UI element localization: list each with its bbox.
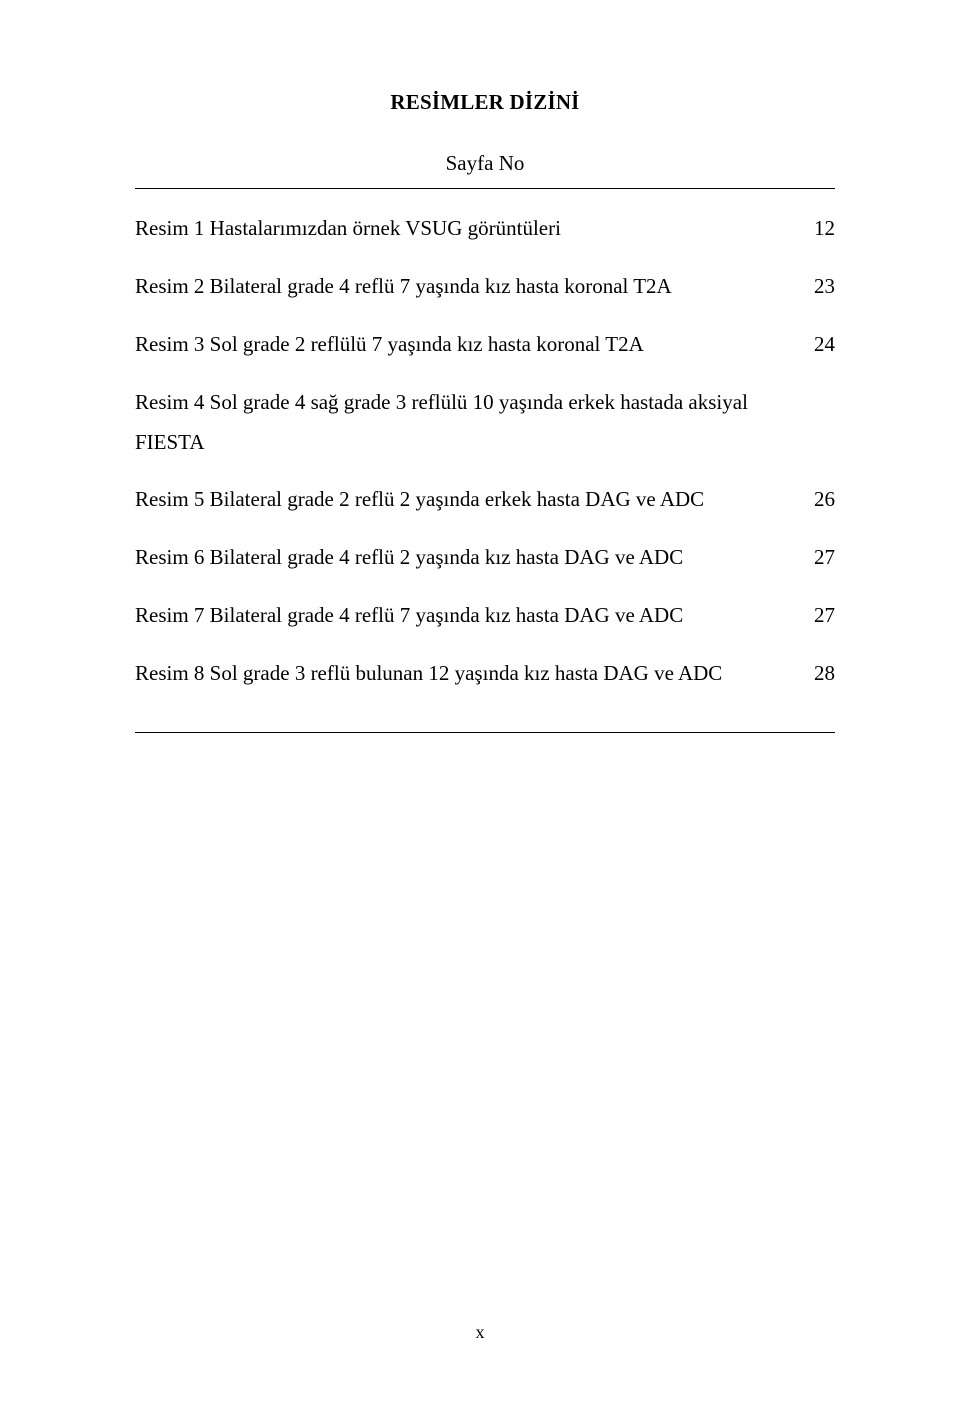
list-item-label: Resim 3 Sol grade 2 reflülü 7 yaşında kı… xyxy=(135,325,807,365)
page-number: x xyxy=(0,1322,960,1343)
list-item-page: 24 xyxy=(807,325,835,365)
list-item: Resim 6 Bilateral grade 4 reflü 2 yaşınd… xyxy=(135,538,835,578)
list-item-page: 27 xyxy=(807,596,835,636)
list-item: Resim 8 Sol grade 3 reflü bulunan 12 yaş… xyxy=(135,654,835,694)
list-item-label: Resim 8 Sol grade 3 reflü bulunan 12 yaş… xyxy=(135,654,807,694)
list-item-label: Resim 4 Sol grade 4 sağ grade 3 reflülü … xyxy=(135,383,807,463)
list-item: Resim 7 Bilateral grade 4 reflü 7 yaşınd… xyxy=(135,596,835,636)
list-item-page: 27 xyxy=(807,538,835,578)
page-subtitle: Sayfa No xyxy=(135,151,835,176)
figure-list: Resim 1 Hastalarımızdan örnek VSUG görün… xyxy=(135,189,835,732)
list-item-page: 23 xyxy=(807,267,835,307)
list-item: Resim 3 Sol grade 2 reflülü 7 yaşında kı… xyxy=(135,325,835,365)
list-item: Resim 5 Bilateral grade 2 reflü 2 yaşınd… xyxy=(135,480,835,520)
list-item: Resim 2 Bilateral grade 4 reflü 7 yaşınd… xyxy=(135,267,835,307)
list-item: Resim 1 Hastalarımızdan örnek VSUG görün… xyxy=(135,209,835,249)
bottom-rule xyxy=(135,732,835,733)
page-content: RESİMLER DİZİNİ Sayfa No Resim 1 Hastala… xyxy=(135,90,835,733)
list-item-label: Resim 1 Hastalarımızdan örnek VSUG görün… xyxy=(135,209,807,249)
list-item-label: Resim 6 Bilateral grade 4 reflü 2 yaşınd… xyxy=(135,538,807,578)
list-item: Resim 4 Sol grade 4 sağ grade 3 reflülü … xyxy=(135,383,835,463)
list-item-page: 12 xyxy=(807,209,835,249)
page-title: RESİMLER DİZİNİ xyxy=(135,90,835,115)
list-item-page: 28 xyxy=(807,654,835,694)
list-item-label: Resim 5 Bilateral grade 2 reflü 2 yaşınd… xyxy=(135,480,807,520)
list-item-label: Resim 7 Bilateral grade 4 reflü 7 yaşınd… xyxy=(135,596,807,636)
list-item-label: Resim 2 Bilateral grade 4 reflü 7 yaşınd… xyxy=(135,267,807,307)
list-item-page: 26 xyxy=(807,480,835,520)
